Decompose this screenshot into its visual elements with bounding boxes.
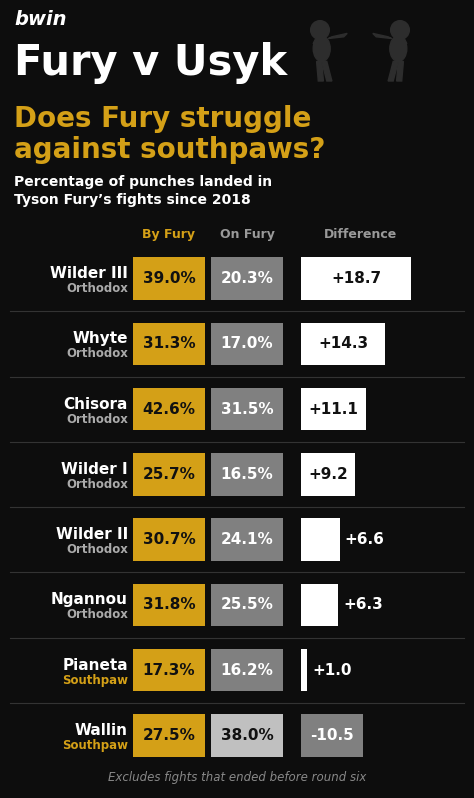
FancyBboxPatch shape xyxy=(301,258,411,300)
Text: 39.0%: 39.0% xyxy=(143,271,195,286)
Text: On Fury: On Fury xyxy=(219,228,274,241)
Text: Orthodox: Orthodox xyxy=(66,478,128,491)
Text: -10.5: -10.5 xyxy=(310,728,354,743)
FancyBboxPatch shape xyxy=(133,322,205,365)
Text: 31.3%: 31.3% xyxy=(143,337,195,351)
Text: 16.5%: 16.5% xyxy=(220,467,273,482)
Text: Whyte: Whyte xyxy=(73,331,128,346)
FancyBboxPatch shape xyxy=(211,649,283,691)
Text: 31.8%: 31.8% xyxy=(143,598,195,612)
FancyBboxPatch shape xyxy=(301,583,338,626)
Polygon shape xyxy=(373,34,392,38)
Text: Southpaw: Southpaw xyxy=(62,674,128,686)
Text: 20.3%: 20.3% xyxy=(220,271,273,286)
FancyBboxPatch shape xyxy=(301,388,366,430)
Text: +14.3: +14.3 xyxy=(318,337,368,351)
Text: 17.3%: 17.3% xyxy=(143,662,195,678)
Text: Does Fury struggle
against southpaws?: Does Fury struggle against southpaws? xyxy=(14,105,325,164)
Text: +6.6: +6.6 xyxy=(345,532,385,547)
FancyBboxPatch shape xyxy=(211,519,283,561)
FancyBboxPatch shape xyxy=(301,649,307,691)
FancyBboxPatch shape xyxy=(133,258,205,300)
Text: Orthodox: Orthodox xyxy=(66,608,128,622)
Text: Orthodox: Orthodox xyxy=(66,282,128,295)
Text: Difference: Difference xyxy=(324,228,398,241)
Text: +11.1: +11.1 xyxy=(309,401,359,417)
Text: Chisora: Chisora xyxy=(64,397,128,412)
Polygon shape xyxy=(400,35,407,45)
FancyBboxPatch shape xyxy=(211,714,283,757)
FancyBboxPatch shape xyxy=(211,258,283,300)
FancyBboxPatch shape xyxy=(133,453,205,496)
Text: 16.2%: 16.2% xyxy=(220,662,273,678)
Text: +1.0: +1.0 xyxy=(312,662,351,678)
Text: Wilder III: Wilder III xyxy=(50,266,128,281)
Text: 25.5%: 25.5% xyxy=(220,598,273,612)
FancyBboxPatch shape xyxy=(133,388,205,430)
FancyBboxPatch shape xyxy=(301,519,340,561)
Text: Orthodox: Orthodox xyxy=(66,543,128,556)
Text: +6.3: +6.3 xyxy=(343,598,383,612)
Circle shape xyxy=(310,21,329,39)
Text: Pianeta: Pianeta xyxy=(63,658,128,673)
Text: Ngannou: Ngannou xyxy=(51,592,128,607)
Text: 24.1%: 24.1% xyxy=(220,532,273,547)
Text: Southpaw: Southpaw xyxy=(62,739,128,752)
Polygon shape xyxy=(317,61,323,81)
Polygon shape xyxy=(328,34,347,38)
Text: bwin: bwin xyxy=(14,10,66,29)
FancyBboxPatch shape xyxy=(211,322,283,365)
Text: By Fury: By Fury xyxy=(143,228,195,241)
Polygon shape xyxy=(388,61,398,81)
Text: +9.2: +9.2 xyxy=(308,467,348,482)
Text: Wilder II: Wilder II xyxy=(56,527,128,542)
Ellipse shape xyxy=(390,36,407,61)
Text: Wallin: Wallin xyxy=(75,723,128,738)
Text: 25.7%: 25.7% xyxy=(143,467,195,482)
Polygon shape xyxy=(313,35,320,45)
FancyBboxPatch shape xyxy=(133,583,205,626)
Polygon shape xyxy=(397,61,403,81)
Text: Orthodox: Orthodox xyxy=(66,347,128,361)
FancyBboxPatch shape xyxy=(133,519,205,561)
Text: 27.5%: 27.5% xyxy=(143,728,195,743)
FancyBboxPatch shape xyxy=(301,714,363,757)
FancyBboxPatch shape xyxy=(301,322,385,365)
Circle shape xyxy=(391,21,410,39)
Text: +18.7: +18.7 xyxy=(331,271,381,286)
Text: Orthodox: Orthodox xyxy=(66,413,128,425)
FancyBboxPatch shape xyxy=(133,649,205,691)
Ellipse shape xyxy=(313,36,330,61)
FancyBboxPatch shape xyxy=(211,388,283,430)
FancyBboxPatch shape xyxy=(211,453,283,496)
Text: 31.5%: 31.5% xyxy=(221,401,273,417)
FancyBboxPatch shape xyxy=(133,714,205,757)
Polygon shape xyxy=(322,61,332,81)
FancyBboxPatch shape xyxy=(301,453,355,496)
Text: 17.0%: 17.0% xyxy=(221,337,273,351)
Text: 30.7%: 30.7% xyxy=(143,532,195,547)
Text: Excludes fights that ended before round six: Excludes fights that ended before round … xyxy=(108,771,366,784)
Text: 42.6%: 42.6% xyxy=(143,401,195,417)
FancyBboxPatch shape xyxy=(211,583,283,626)
Text: Percentage of punches landed in
Tyson Fury’s fights since 2018: Percentage of punches landed in Tyson Fu… xyxy=(14,175,272,207)
Text: 38.0%: 38.0% xyxy=(220,728,273,743)
Text: Fury v Usyk: Fury v Usyk xyxy=(14,42,287,84)
Text: Wilder I: Wilder I xyxy=(61,462,128,477)
